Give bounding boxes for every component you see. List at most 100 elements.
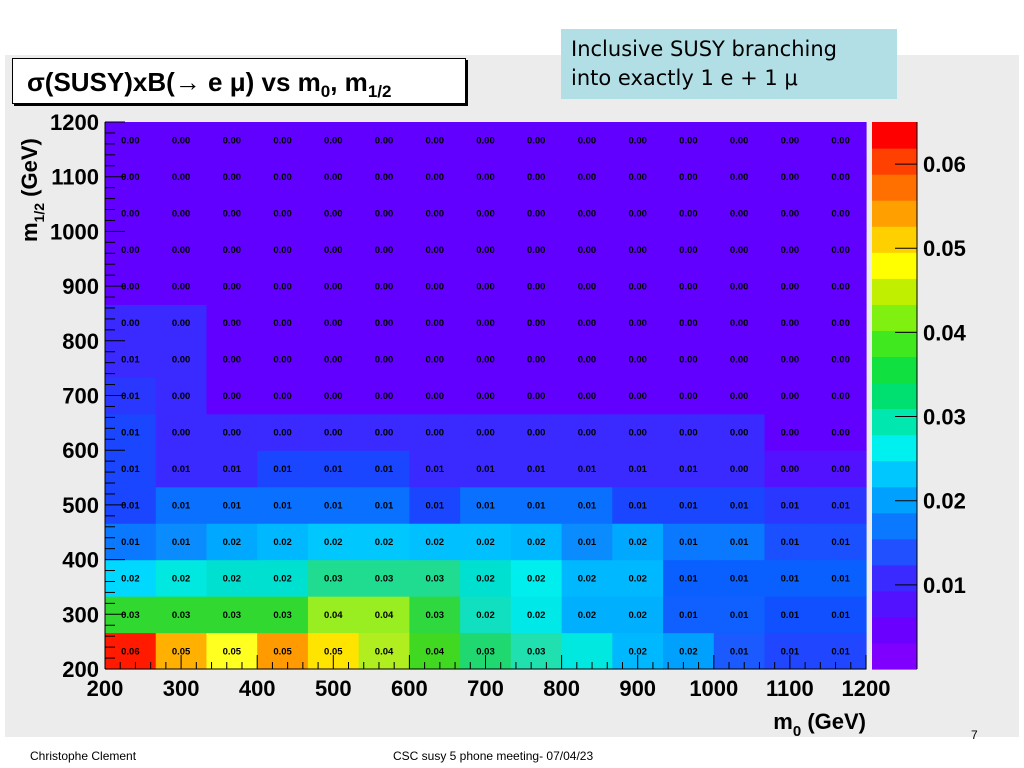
heatmap-cell-labels: 0.06 0.05 0.05 0.05 0.05 0.04 0.04 0.03 0.03 0.02…	[121, 136, 850, 658]
heatmap-cell	[612, 304, 664, 342]
cell-value-label: 0.00	[476, 391, 495, 402]
cell-value-label: 0.00	[578, 391, 597, 402]
heatmap-cell	[815, 304, 867, 342]
heatmap-cell	[561, 304, 613, 342]
heatmap-cell	[764, 377, 816, 415]
cell-value-label: 0.00	[831, 391, 850, 402]
cell-value-label: 0.03	[426, 610, 445, 621]
heatmap-cell	[612, 122, 664, 160]
cell-value-label: 0.00	[730, 136, 749, 147]
color-scale-swatch	[872, 330, 917, 358]
cell-value-label: 0.00	[578, 282, 597, 293]
x-axis-label-tail: (GeV)	[801, 709, 866, 734]
color-scale-swatch	[872, 278, 917, 305]
cell-value-label: 0.04	[426, 646, 445, 657]
heatmap-cell	[257, 340, 309, 378]
cell-value-label: 0.04	[375, 610, 394, 621]
x-tick-label: 700	[467, 676, 504, 701]
color-scale-swatch	[872, 148, 917, 175]
heatmap-cell	[815, 486, 867, 524]
heatmap-cell	[460, 450, 512, 488]
heatmap-cell	[612, 158, 664, 196]
cell-value-label: 0.00	[476, 136, 495, 147]
heatmap-cell	[358, 413, 410, 451]
heatmap-cell	[561, 523, 613, 561]
x-tick-label: 400	[239, 676, 276, 701]
heatmap-cell	[206, 523, 258, 561]
cell-value-label: 0.00	[324, 136, 343, 147]
cell-value-label: 0.00	[679, 318, 698, 329]
cell-value-label: 0.00	[628, 355, 647, 366]
heatmap-cell	[206, 122, 258, 160]
heatmap-cell	[713, 413, 766, 451]
heatmap-cell	[561, 450, 613, 488]
heatmap-cell	[409, 559, 461, 597]
heatmap-cell	[510, 377, 563, 415]
heatmap-cell	[713, 304, 766, 342]
heatmap-cell	[815, 231, 867, 269]
heatmap-cell	[510, 194, 563, 232]
heatmap-cell	[257, 413, 309, 451]
cell-value-label: 0.00	[679, 172, 698, 183]
heatmap-cell	[612, 486, 664, 524]
heatmap-cell	[663, 158, 715, 196]
cell-value-label: 0.00	[781, 136, 800, 147]
heatmap-cell	[764, 450, 816, 488]
heatmap-cell	[358, 340, 410, 378]
cell-value-label: 0.01	[121, 500, 140, 511]
heatmap-cell	[105, 559, 157, 597]
cell-value-label: 0.00	[476, 355, 495, 366]
heatmap-cell	[815, 267, 867, 305]
heatmap-cell	[307, 340, 360, 378]
heatmap-cell	[561, 632, 613, 670]
heatmap-cell	[713, 340, 766, 378]
cell-value-label: 0.00	[730, 282, 749, 293]
heatmap-cell	[358, 158, 410, 196]
cell-value-label: 0.00	[781, 282, 800, 293]
cell-value-label: 0.00	[527, 172, 546, 183]
cell-value-label: 0.02	[628, 537, 647, 548]
cell-value-label: 0.00	[324, 391, 343, 402]
y-tick-label: 300	[62, 602, 99, 627]
heatmap-cell	[612, 596, 664, 634]
heatmap-cell	[663, 632, 715, 670]
cell-value-label: 0.00	[324, 427, 343, 438]
heatmap-cell	[460, 486, 512, 524]
heatmap-cell	[206, 267, 258, 305]
heatmap-cell	[460, 523, 512, 561]
cell-value-label: 0.01	[527, 500, 546, 511]
cell-value-label: 0.00	[730, 318, 749, 329]
cell-value-label: 0.02	[223, 573, 242, 584]
heatmap-cell	[155, 413, 208, 451]
heatmap-cell	[510, 122, 563, 160]
cell-value-label: 0.00	[273, 209, 292, 220]
heatmap-cell	[663, 231, 715, 269]
y-tick-label: 600	[62, 438, 99, 463]
chart-title-mid: , m	[330, 67, 368, 97]
cell-value-label: 0.00	[172, 136, 191, 147]
cell-value-label: 0.00	[679, 427, 698, 438]
heatmap-cell	[663, 596, 715, 634]
heatmap-cell	[612, 523, 664, 561]
cell-value-label: 0.00	[121, 209, 140, 220]
heatmap-cell	[764, 596, 816, 634]
heatmap-cell	[358, 304, 410, 342]
cell-value-label: 0.00	[527, 282, 546, 293]
cell-value-label: 0.01	[273, 500, 292, 511]
color-scale-swatch	[872, 122, 917, 149]
cell-value-label: 0.00	[223, 282, 242, 293]
heatmap-cell	[257, 486, 309, 524]
cell-value-label: 0.04	[324, 610, 343, 621]
cell-value-label: 0.00	[730, 209, 749, 220]
cell-value-label: 0.00	[426, 427, 445, 438]
cell-value-label: 0.00	[172, 318, 191, 329]
heatmap-cell	[155, 267, 208, 305]
chart-title-sub-0: 0	[320, 82, 331, 102]
y-tick-label: 200	[62, 657, 99, 682]
heatmap-cell	[155, 158, 208, 196]
cell-value-label: 0.00	[426, 245, 445, 256]
heatmap-cell	[105, 632, 157, 670]
heatmap-cell	[155, 194, 208, 232]
heatmap-cell	[460, 158, 512, 196]
x-axis-label-sub: 0	[793, 723, 801, 740]
